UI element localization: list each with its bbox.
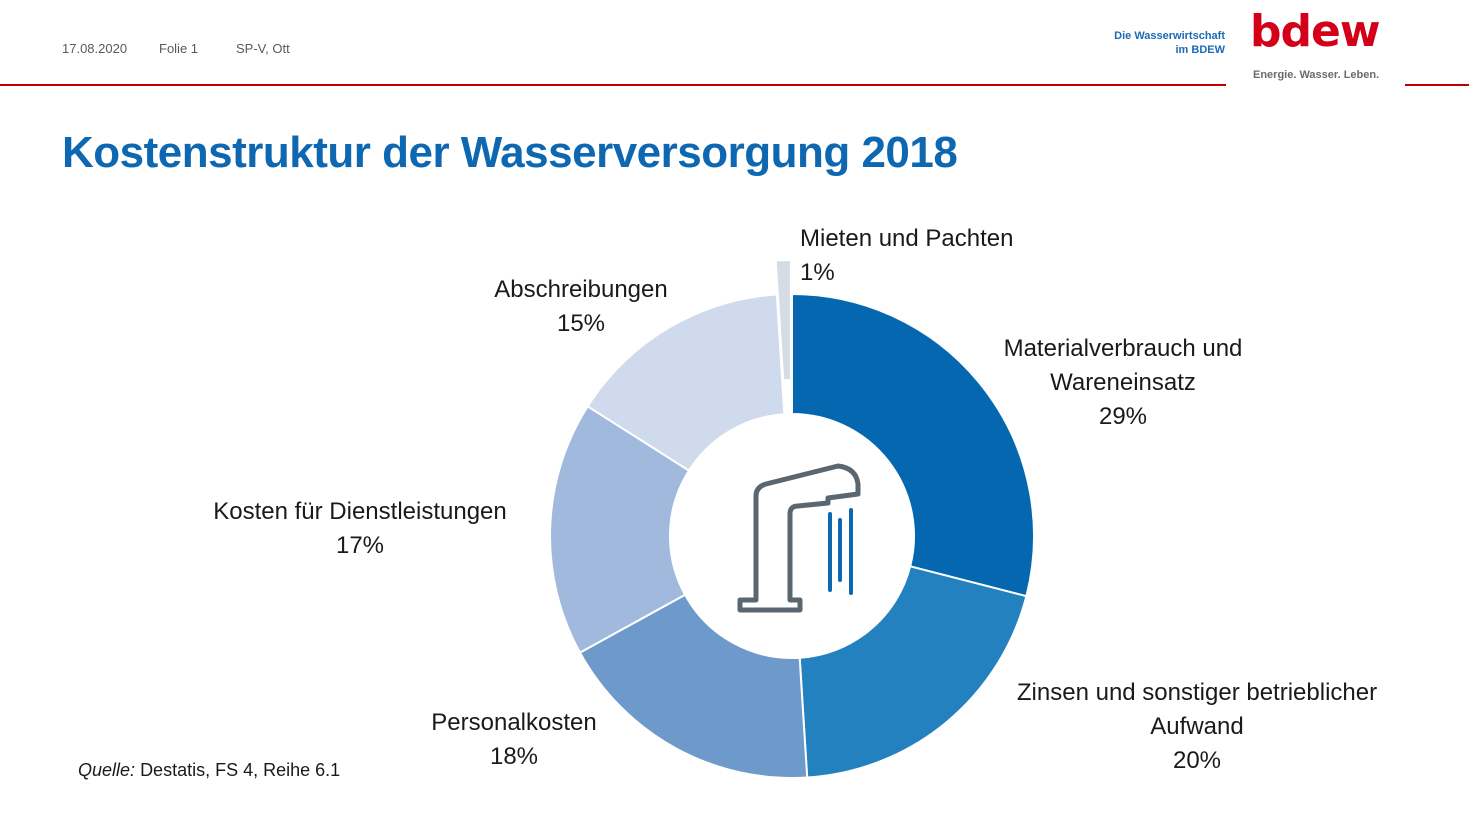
donut-slice bbox=[774, 259, 792, 382]
source-text: Destatis, FS 4, Reihe 6.1 bbox=[140, 760, 341, 780]
header-rule-left bbox=[0, 84, 1226, 86]
slide-number: Folie 1 bbox=[159, 41, 199, 56]
slice-category-label: Wareneinsatz bbox=[1050, 369, 1196, 396]
donut-slice bbox=[798, 565, 1028, 779]
branch-label-line2: im BDEW bbox=[1175, 44, 1226, 56]
slide-date: 17.08.2020 bbox=[62, 41, 128, 56]
slice-value-label: 20% bbox=[1173, 747, 1221, 774]
slice-category-label: Kosten für Dienstleistungen bbox=[213, 498, 507, 525]
bdew-logo: bdew Energie. Wasser. Leben. bbox=[1250, 6, 1382, 84]
slice-category-label: Abschreibungen bbox=[494, 276, 667, 303]
slide-author: SP-V, Ott bbox=[236, 41, 290, 56]
slice-value-label: 15% bbox=[557, 310, 605, 337]
source-prefix: Quelle: bbox=[78, 760, 136, 780]
donut-labels: Materialverbrauch und Wareneinsatz 29% Zins… bbox=[213, 225, 1377, 774]
branch-label: Die Wasserwirtschaft im BDEW bbox=[1114, 29, 1225, 57]
slice-category-label: Zinsen und sonstiger betrieblicher bbox=[1017, 679, 1377, 706]
donut-slice bbox=[549, 404, 691, 654]
slice-category-label: Mieten und Pachten bbox=[800, 225, 1013, 252]
header-rule-right bbox=[1405, 84, 1469, 86]
logo-wordmark: bdew bbox=[1250, 6, 1380, 57]
slide-header: 17.08.2020 Folie 1 SP-V, Ott Die Wasserw… bbox=[0, 0, 1469, 90]
slice-category-label: Personalkosten bbox=[431, 709, 596, 736]
water-faucet-icon bbox=[737, 463, 861, 613]
source-note: Quelle: Destatis, FS 4, Reihe 6.1 bbox=[78, 760, 340, 781]
logo-tagline: Energie. Wasser. Leben. bbox=[1253, 69, 1380, 81]
slice-value-label: 1% bbox=[800, 259, 835, 286]
donut-slice bbox=[586, 293, 786, 473]
donut-slices bbox=[549, 259, 1035, 779]
slice-value-label: 18% bbox=[490, 743, 538, 770]
slice-category-label: Aufwand bbox=[1150, 713, 1243, 740]
donut-slice bbox=[578, 593, 809, 779]
slice-category-label: Materialverbrauch und bbox=[1004, 335, 1243, 362]
branch-label-line1: Die Wasserwirtschaft bbox=[1114, 30, 1225, 42]
slide-title: Kostenstruktur der Wasserversorgung 2018 bbox=[62, 128, 958, 177]
slice-value-label: 29% bbox=[1099, 403, 1147, 430]
donut-slice bbox=[791, 292, 1035, 598]
slice-value-label: 17% bbox=[336, 532, 384, 559]
